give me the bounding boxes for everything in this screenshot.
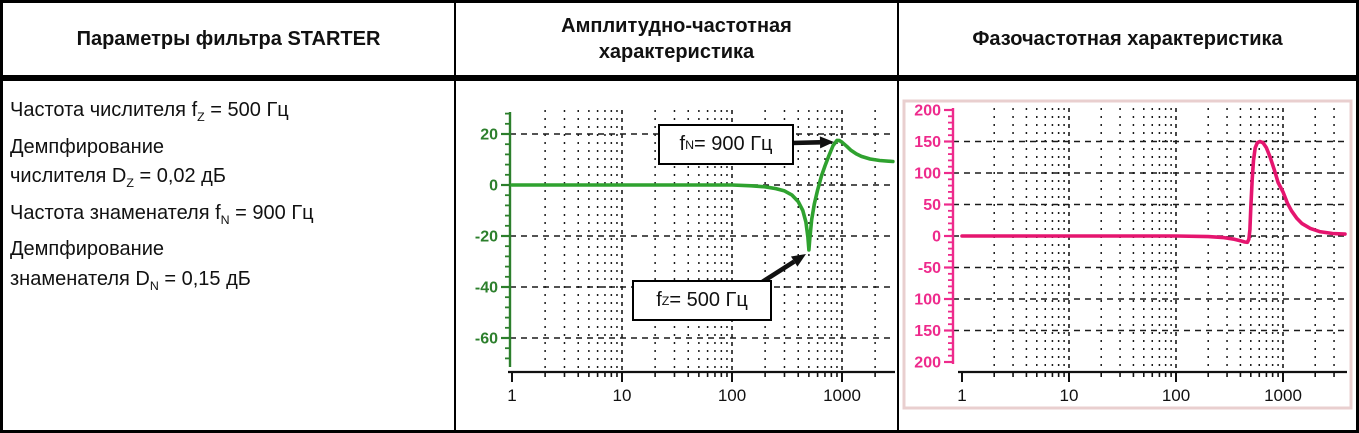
svg-text:200: 200 [914,355,941,372]
svg-text:100: 100 [1162,386,1190,405]
col-header-phase-text: Фазочастотная характеристика [972,28,1283,50]
svg-text:1: 1 [957,386,966,405]
svg-text:1000: 1000 [1264,386,1302,405]
column-divider-2 [897,0,899,433]
svg-text:-40: -40 [475,280,498,297]
svg-text:100: 100 [718,386,746,405]
parameter-line: Демпфирование [10,135,164,158]
svg-text:-50: -50 [918,260,941,277]
svg-text:0: 0 [489,178,498,195]
col-header-phase: Фазочастотная характеристика [899,3,1356,75]
svg-text:200: 200 [914,103,941,120]
svg-text:10: 10 [1060,386,1079,405]
phase-chart-svg: 200 150 100 50 0 -50 100 150 200 1 10 100 1000 [902,99,1353,410]
parameter-line: Демпфирование [10,238,164,260]
col-header-amplitude: Амплитудно-частотная характеристика [456,3,897,75]
svg-text:0: 0 [932,229,941,246]
svg-text:50: 50 [923,197,941,214]
amplitude-header-line2: характеристика [598,41,755,63]
parameter-line: знаменателя DN = 0,15 дБ [10,267,251,293]
svg-text:100: 100 [914,166,941,183]
amplitude-chart-svg: 20 0 -20 -40 -60 1 10 100 1000 [475,110,895,405]
svg-text:1000: 1000 [823,386,861,405]
svg-text:10: 10 [613,386,632,405]
col-header-parameters: Параметры фильтра STARTER [3,3,454,75]
svg-text:100: 100 [914,292,941,309]
column-divider-1 [454,0,456,433]
annotation-fn-box: f N = 900 Гц [658,124,794,165]
svg-text:-60: -60 [475,331,498,348]
parameter-line: числителя DZ = 0,02 дБ [10,165,226,190]
phase-chart: 200 150 100 50 0 -50 100 150 200 1 10 100 1000 [898,83,1357,431]
filter-parameters: Частота числителя fZ = 500 Гц Демпфирован… [10,96,450,301]
col-header-parameters-text: Параметры фильтра STARTER [76,28,381,50]
parameter-line: Частота числителя fZ = 500 Гц [10,99,289,124]
svg-text:1: 1 [507,386,516,405]
svg-text:-20: -20 [475,229,498,246]
svg-text:150: 150 [914,323,941,340]
parameter-line: Частота знаменателя fN = 900 Гц [10,201,314,227]
amplitude-header-line1: Амплитудно-частотная [561,15,792,37]
svg-text:20: 20 [480,127,498,144]
header-separator-line [0,75,1359,81]
svg-text:150: 150 [914,134,941,151]
